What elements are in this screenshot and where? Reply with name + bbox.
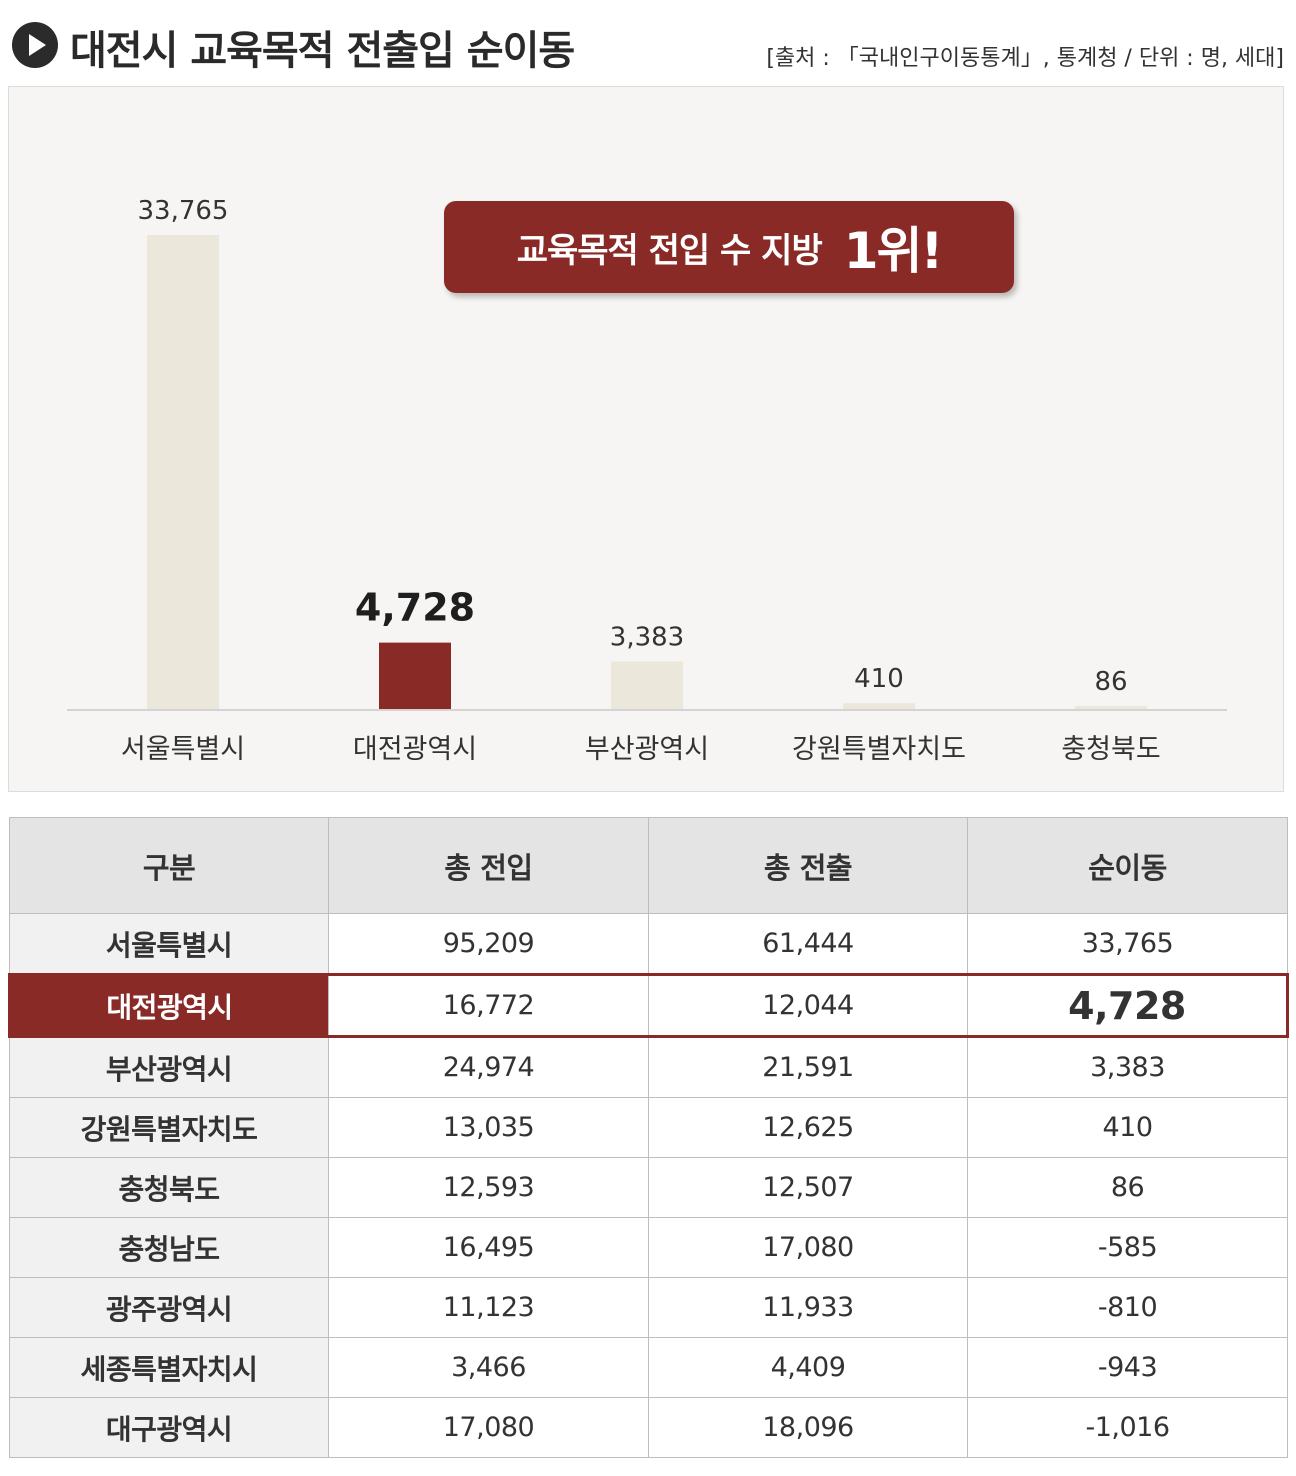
row-net: 3,383 [967, 1036, 1288, 1098]
table-row: 부산광역시 24,974 21,591 3,383 [9, 1036, 1288, 1098]
bar-value-label: 410 [854, 664, 904, 694]
bar-value-label: 3,383 [610, 623, 684, 653]
table-row: 서울특별시 95,209 61,444 33,765 [9, 913, 1288, 975]
x-tick-label: 충청북도 [1061, 734, 1160, 765]
callout-banner: 교육목적 전입 수 지방 1위! [444, 201, 1014, 293]
row-net: 410 [967, 1097, 1288, 1158]
header: 대전시 교육목적 전출입 순이동 [출처 : 「국내인구이동통계」, 통계청 /… [0, 0, 1296, 86]
table-row: 충청북도 12,593 12,507 86 [9, 1157, 1288, 1218]
row-region: 광주광역시 [9, 1277, 329, 1338]
row-total-out: 4,409 [648, 1337, 968, 1398]
table-row: 대전광역시 16,772 12,044 4,728 [8, 973, 1289, 1038]
bar-4 [1075, 706, 1147, 709]
row-total-in: 17,080 [328, 1397, 649, 1458]
row-net: 86 [967, 1157, 1288, 1218]
bar-3 [843, 703, 915, 709]
data-table: 구분 총 전입 총 전출 순이동 서울특별시 95,209 61,444 33,765… [8, 817, 1289, 1458]
bar-chart: 33,765 서울특별시 4,728 대전광역시 3,383 부산광역시 410 강원특별자치… [67, 196, 1227, 765]
row-total-in: 95,209 [328, 913, 649, 975]
row-net: -1,016 [967, 1397, 1288, 1458]
table-row: 대구광역시 17,080 18,096 -1,016 [9, 1397, 1288, 1458]
chart-panel: 33,765 서울특별시 4,728 대전광역시 3,383 부산광역시 410 강원특별자치… [8, 86, 1284, 792]
row-total-out: 18,096 [648, 1397, 968, 1458]
x-tick-label: 대전광역시 [353, 734, 477, 765]
bar-value-label: 86 [1094, 667, 1127, 697]
row-net: -810 [967, 1277, 1288, 1338]
table-row: 세종특별자치시 3,466 4,409 -943 [9, 1337, 1288, 1398]
row-total-out: 17,080 [648, 1217, 968, 1278]
source-note: [출처 : 「국내인구이동통계」, 통계청 / 단위 : 명, 세대] [766, 46, 1284, 71]
row-total-out: 12,625 [648, 1097, 968, 1158]
table-row: 충청남도 16,495 17,080 -585 [9, 1217, 1288, 1278]
row-total-out: 21,591 [648, 1036, 968, 1098]
header-category: 구분 [9, 817, 329, 914]
table-row: 강원특별자치도 13,035 12,625 410 [9, 1097, 1288, 1158]
play-icon [12, 22, 58, 68]
callout-rank: 1위! [843, 222, 944, 280]
row-net: -943 [967, 1337, 1288, 1398]
row-total-in: 3,466 [328, 1337, 649, 1398]
row-region: 세종특별자치시 [9, 1337, 329, 1398]
row-region: 대구광역시 [9, 1397, 329, 1458]
x-tick-label: 부산광역시 [585, 734, 709, 765]
bar-value-label: 33,765 [138, 196, 229, 226]
page-title: 대전시 교육목적 전출입 순이동 [70, 28, 575, 74]
row-total-out: 12,507 [648, 1157, 968, 1218]
row-total-in: 16,772 [328, 973, 649, 1038]
row-region: 강원특별자치도 [9, 1097, 329, 1158]
bar-1 [379, 642, 451, 709]
row-total-in: 16,495 [328, 1217, 649, 1278]
row-total-out: 11,933 [648, 1277, 968, 1338]
row-total-in: 24,974 [328, 1036, 649, 1098]
bar-0 [147, 235, 219, 709]
row-total-in: 13,035 [328, 1097, 649, 1158]
row-region: 부산광역시 [9, 1036, 329, 1098]
row-region: 대전광역시 [8, 973, 329, 1038]
row-total-out: 12,044 [648, 973, 968, 1038]
row-net: -585 [967, 1217, 1288, 1278]
callout-text: 교육목적 전입 수 지방 [516, 230, 823, 271]
row-total-in: 11,123 [328, 1277, 649, 1338]
row-region: 서울특별시 [9, 913, 329, 975]
row-region: 충청북도 [9, 1157, 329, 1218]
row-net: 4,728 [967, 973, 1289, 1038]
header-total-out: 총 전출 [648, 817, 968, 914]
header-total-in: 총 전입 [328, 817, 649, 914]
bar-2 [611, 661, 683, 709]
row-region: 충청남도 [9, 1217, 329, 1278]
row-net: 33,765 [967, 913, 1288, 975]
row-total-in: 12,593 [328, 1157, 649, 1218]
header-net: 순이동 [967, 817, 1288, 914]
table-header-row: 구분 총 전입 총 전출 순이동 [9, 817, 1288, 914]
x-tick-label: 서울특별시 [121, 734, 245, 765]
bar-value-label: 4,728 [355, 586, 475, 630]
table-row: 광주광역시 11,123 11,933 -810 [9, 1277, 1288, 1338]
row-total-out: 61,444 [648, 913, 968, 975]
x-tick-label: 강원특별자치도 [792, 734, 966, 765]
